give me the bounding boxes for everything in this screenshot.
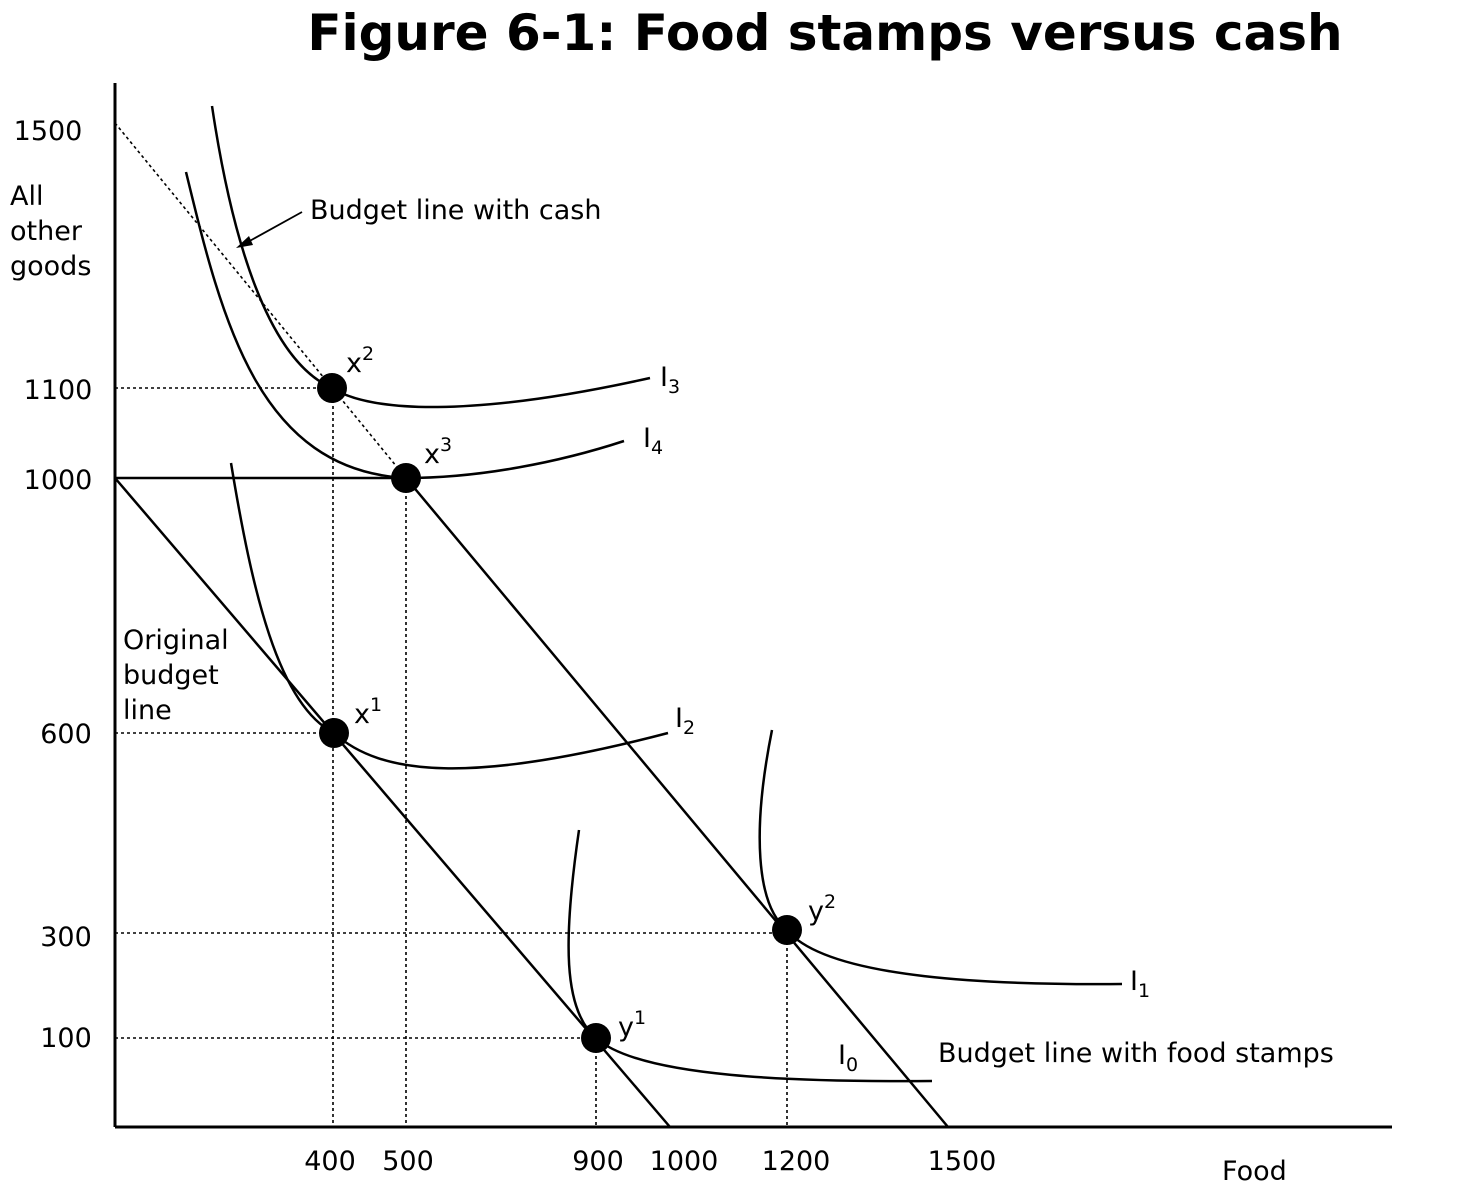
annotation-budget-line-food-stamps: Budget line with food stamps [938,1038,1334,1069]
x-tick-1000: 1000 [650,1146,719,1177]
cash-label-arrow-shaft [245,211,303,244]
curve-label-I2: I2 [675,703,695,739]
x-tick-1200: 1200 [762,1146,831,1177]
point-label-y2: y2 [808,891,836,927]
annotation-original-budget-line-2: budget [123,660,219,691]
original-budget-line [114,477,671,1128]
y-tick-1000: 1000 [24,465,93,496]
y-tick-1500: 1500 [14,116,83,147]
y-tick-100: 100 [40,1023,92,1054]
point-label-x2: x2 [346,343,374,379]
y-tick-300: 300 [40,922,92,953]
indifference-curve-I1 [758,729,1123,986]
curve-label-I3: I3 [660,362,680,398]
point-label-x1: x1 [354,694,382,730]
point-label-y1: y1 [618,1007,646,1043]
x-tick-500: 500 [382,1146,434,1177]
curve-label-I4: I4 [643,423,663,459]
indifference-curve-I2 [229,462,669,770]
figure-title: Figure 6-1: Food stamps versus cash [307,4,1342,62]
point-x1 [319,718,349,748]
budget-line-food-stamps [115,476,949,1128]
point-x3 [391,463,421,493]
indifference-curve-I4 [184,171,625,480]
y-tick-1100: 1100 [24,375,93,406]
annotation-budget-line-cash: Budget line with cash [310,195,601,226]
curve-label-I0: I0 [838,1040,858,1076]
annotation-original-budget-line-1: Original [123,625,229,656]
curve-label-I1: I1 [1130,966,1150,1002]
y-axis-label-line-3: goods [10,251,91,282]
y-tick-600: 600 [40,719,92,750]
y-axis-label-line-2: other [10,216,83,247]
point-x2 [317,373,347,403]
x-axis-label: Food [1222,1156,1287,1187]
x-tick-1500: 1500 [928,1146,997,1177]
point-label-x3: x3 [424,434,452,470]
y-axis-label-line-1: All [10,181,43,212]
point-y1 [581,1023,611,1053]
indifference-curve-I3 [210,105,651,409]
annotation-original-budget-line-3: line [123,695,172,726]
x-tick-900: 900 [572,1146,624,1177]
point-y2 [772,915,802,945]
x-tick-400: 400 [304,1146,356,1177]
